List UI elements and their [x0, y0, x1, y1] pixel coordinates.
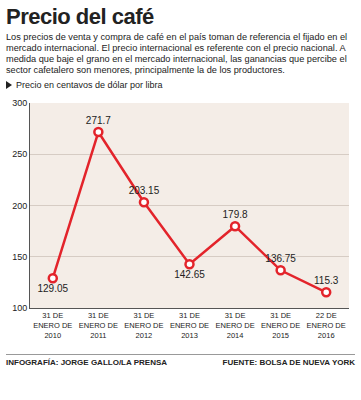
- svg-text:31 DEENERO DE2012: 31 DEENERO DE2012: [124, 311, 163, 340]
- svg-text:31 DEENERO DE2013: 31 DEENERO DE2013: [170, 311, 209, 340]
- svg-text:200: 200: [12, 201, 27, 211]
- svg-text:115.3: 115.3: [314, 275, 339, 286]
- svg-text:31 DEENERO DE2010: 31 DEENERO DE2010: [33, 311, 72, 340]
- html-text:INFOGRAFÍA: JORGE GALLO/LA PRE: INFOGRAFÍA: JORGE GALLO/LA PRENSA: [6, 358, 167, 367]
- html-text:Los precios de venta y compra: Los precios de venta y compra de café en…: [6, 32, 348, 75]
- html-text:Precio en centavos de dólar po: Precio en centavos de dólar por libra: [16, 80, 163, 90]
- svg-text:129.05: 129.05: [37, 283, 68, 294]
- svg-text:150: 150: [12, 252, 27, 262]
- svg-text:203.15: 203.15: [129, 185, 160, 196]
- svg-text:136.75: 136.75: [265, 253, 296, 264]
- svg-text:300: 300: [12, 98, 27, 108]
- svg-text:179.8: 179.8: [223, 209, 248, 220]
- svg-text:142.65: 142.65: [174, 269, 205, 280]
- svg-text:100: 100: [12, 303, 27, 313]
- svg-text:31 DEENERO DE2015: 31 DEENERO DE2015: [261, 311, 300, 340]
- html-text:Precio del café: Precio del café: [6, 4, 154, 29]
- svg-text:250: 250: [12, 149, 27, 159]
- svg-text:31 DEENERO DE2014: 31 DEENERO DE2014: [215, 311, 254, 340]
- svg-text:22 DEENERO DE2016: 22 DEENERO DE2016: [307, 311, 346, 340]
- html-text:FUENTE: BOLSA DE NUEVA YORK: FUENTE: BOLSA DE NUEVA YORK: [222, 358, 355, 367]
- svg-text:31 DEENERO DE2011: 31 DEENERO DE2011: [79, 311, 118, 340]
- svg-text:271.7: 271.7: [86, 115, 111, 126]
